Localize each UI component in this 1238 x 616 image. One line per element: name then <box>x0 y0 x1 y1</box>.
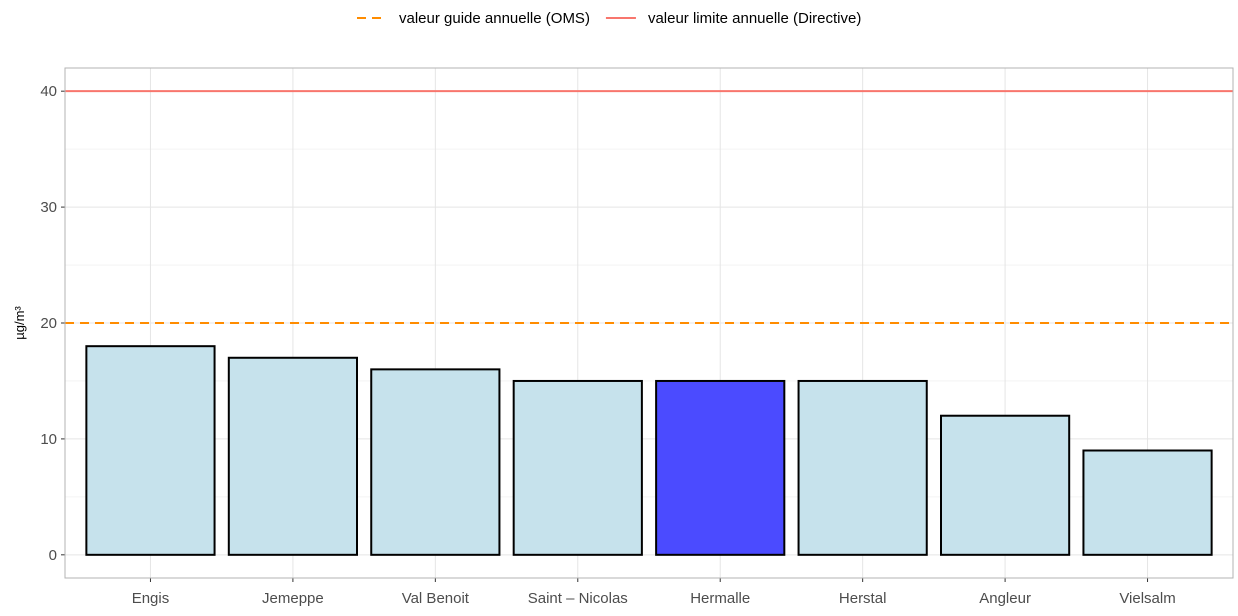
bar <box>512 379 643 556</box>
x-tick-label: Saint – Nicolas <box>528 590 628 607</box>
y-tick-label: 40 <box>40 83 57 100</box>
y-tick-label: 10 <box>40 431 57 448</box>
bars <box>85 345 1213 556</box>
legend-label: valeur guide annuelle (OMS) <box>399 10 590 27</box>
legend-label: valeur limite annuelle (Directive) <box>648 10 861 27</box>
x-tick-label: Hermalle <box>690 590 750 607</box>
x-tick-label: Herstal <box>839 590 887 607</box>
x-tick-label: Vielsalm <box>1119 590 1175 607</box>
bar <box>85 345 216 556</box>
x-tick-label: Engis <box>132 590 170 607</box>
axes: 0 10 20 30 40 Engis Jemeppe Val Benoit Saint – N… <box>12 67 1234 607</box>
reference-lines <box>65 90 1233 324</box>
y-axis-label: µg/m³ <box>12 306 27 340</box>
y-tick-label: 0 <box>49 547 57 564</box>
x-tick-label: Jemeppe <box>262 590 324 607</box>
bar <box>1082 449 1213 556</box>
bar <box>797 379 928 556</box>
bar <box>370 368 501 556</box>
y-tick-label: 30 <box>40 199 57 216</box>
bar <box>940 414 1071 556</box>
legend: valeur guide annuelle (OMS) valeur limite… <box>357 10 861 27</box>
bar-highlighted <box>655 379 786 556</box>
panel-border <box>64 67 1234 579</box>
x-tick-label: Val Benoit <box>402 590 470 607</box>
x-tick-label: Angleur <box>979 590 1031 607</box>
y-tick-label: 20 <box>40 315 57 332</box>
bar <box>227 356 358 556</box>
